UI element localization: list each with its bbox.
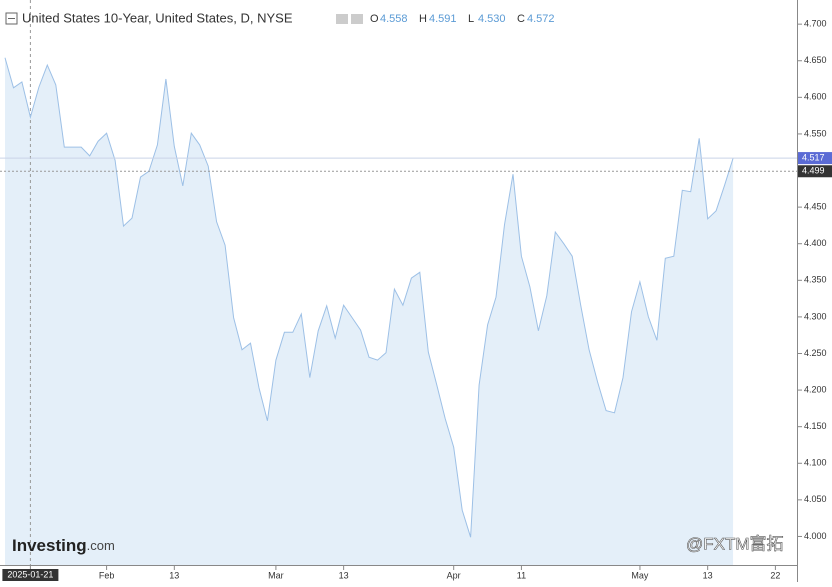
crosshair-label-bg [2,569,59,581]
ohlc-label: H [419,13,427,25]
x-tick-label: 13 [339,570,349,580]
chart-title: United States 10-Year, United States, D,… [22,10,293,25]
watermark-brand: Investing.com [12,536,115,555]
y-tick-label: 4.000 [804,531,827,541]
ohlc-label: L [468,13,474,25]
y-tick-label: 4.050 [804,494,827,504]
watermark-brand-name: Investing [12,536,87,555]
watermark-brand-suffix: .com [87,538,115,553]
y-tick-label: 4.450 [804,201,827,211]
y-tick-label: 4.550 [804,128,827,138]
y-tick-label: 4.250 [804,348,827,358]
ohlc-label: O [370,13,379,25]
ohlc-label: C [517,13,525,25]
x-tick-label: 2025-01-21 [7,569,53,579]
price-line-label-bg [798,152,832,165]
area-fill [5,57,734,566]
y-tick-label: 4.150 [804,421,827,431]
y-tick-label: 4.650 [804,55,827,65]
x-tick-label: Mar [268,570,284,580]
x-tick-label: Apr [447,570,461,580]
ohlc-value: 4.591 [429,13,457,25]
ohlc-value: 4.572 [527,13,555,25]
line [4,57,734,538]
price-line-label: 4.517 [802,152,825,162]
x-tick-label: 13 [169,570,179,580]
ohlc: O 4.558 H 4.591 L 4.530 C 4.572 [370,13,555,25]
x-tick-label: 13 [703,570,713,580]
plot [0,0,797,566]
y-tick-label: 4.200 [804,384,827,394]
x-tick-label: Feb [99,570,115,580]
ohlc-value: 4.530 [478,13,506,25]
y-tick-label: 4.300 [804,311,827,321]
x-tick-label: 11 [517,570,526,580]
prev-close-line-label-bg [798,165,832,178]
settings-icon[interactable] [336,14,348,24]
y-tick-label: 4.400 [804,238,827,248]
y-tick-label: 4.700 [804,19,827,29]
y-tick-label: 4.100 [804,458,827,468]
y-tick-label: 4.350 [804,275,827,285]
y-tick-label: 4.600 [804,92,827,102]
x-tick-label: 22 [770,570,780,580]
watermark-broker: @FXTM富拓 [686,534,784,553]
prev-close-line-label: 4.499 [802,166,825,176]
visibility-icon[interactable] [351,14,363,24]
x-tick-label: May [631,570,649,580]
ohlc-value: 4.558 [380,13,408,25]
